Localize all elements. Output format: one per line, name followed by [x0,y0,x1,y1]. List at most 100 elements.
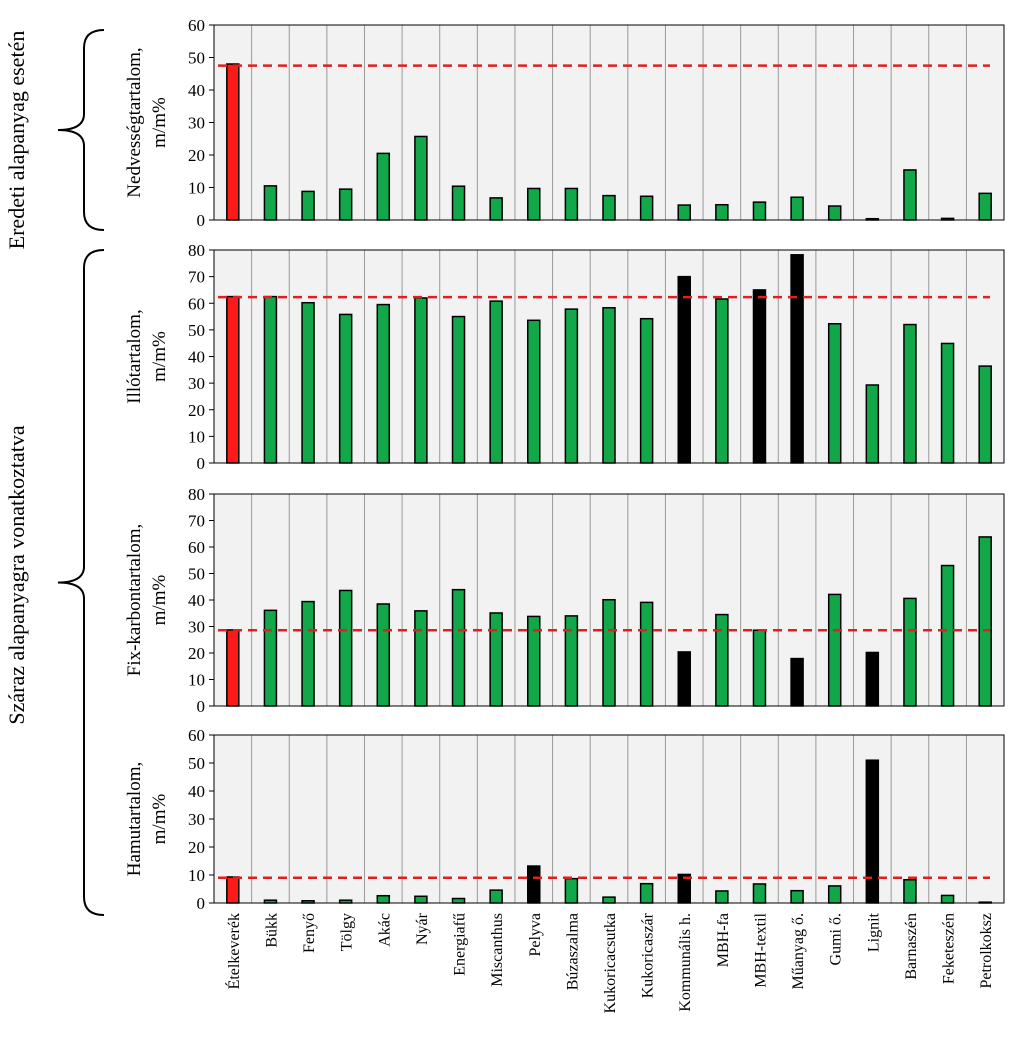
bar [940,894,955,904]
bar [752,201,767,221]
brace-bottom [57,249,105,916]
bar [790,254,804,464]
bar [489,300,503,464]
bar [865,384,880,464]
bar [226,295,240,464]
bar [978,365,992,464]
bar [564,877,579,904]
bar [903,597,917,707]
y-axis-title-unit: m/m% [149,574,170,625]
y-tick-label: 60 [188,538,205,557]
bar [338,899,353,904]
bar [865,759,880,904]
bar [376,894,391,904]
y-tick-label: 10 [188,427,205,446]
group-label-bottom: Száraz alapanyagra vonatkoztatva [4,425,29,725]
bar [226,876,240,904]
bar [903,323,917,464]
bar [865,217,880,221]
bar [940,217,955,221]
bar [752,289,767,464]
bar [978,536,992,707]
y-tick-label: 80 [188,485,205,504]
category-label: Bükk [263,913,280,948]
bar [715,298,729,464]
y-tick-label: 50 [188,754,205,773]
bar [414,895,428,904]
category-label: Feketeszén [941,913,958,984]
bar [639,195,654,221]
y-tick-label: 40 [188,81,205,100]
y-tick-label: 0 [197,211,206,230]
bar [489,612,503,707]
bar [827,593,842,707]
bar [414,135,428,221]
bar [790,196,804,221]
bar [451,185,466,221]
y-tick-label: 50 [188,49,205,68]
category-label: Miscanthus [489,913,506,987]
bar [677,651,691,707]
bar [752,629,767,707]
category-label: Ételkeverék [224,913,243,989]
bar [527,865,541,904]
y-axis-title-unit: m/m% [149,793,170,844]
bar [527,615,541,707]
y-tick-label: 10 [188,866,205,885]
bar [338,589,353,707]
bar [414,297,428,464]
y-tick-label: 40 [188,348,205,367]
category-label: Akác [376,913,393,947]
bar [263,185,278,221]
bar [489,197,503,221]
category-label: Energiafű [452,913,469,976]
bar [790,657,804,707]
bar [827,205,842,221]
bar [376,603,391,707]
bar [715,890,729,904]
bar [338,313,353,464]
bar [677,204,691,221]
bar [226,629,240,707]
bar [527,187,541,221]
bar [677,873,691,904]
y-tick-label: 70 [188,512,205,531]
bar [301,301,315,464]
y-tick-label: 20 [188,401,205,420]
category-label: Pelyva [527,913,544,957]
category-label: Búzaszalma [564,913,581,990]
bar [451,897,466,904]
category-label: MBH-fa [715,913,732,967]
category-label: Kukoricaszár [640,912,657,998]
y-tick-label: 60 [188,16,205,35]
bar [940,564,955,707]
category-label: Fenyő [301,913,318,953]
bar [903,169,917,221]
y-tick-label: 60 [188,294,205,313]
bar [527,319,541,464]
bar [376,303,391,464]
bar [978,901,992,904]
bar [790,889,804,904]
bar [715,203,729,221]
group-label-top: Eredeti alapanyag esetén [4,31,29,250]
y-tick-label: 50 [188,565,205,584]
bar [639,882,654,904]
bar [602,307,616,464]
bar [715,613,729,707]
y-axis-title: Nedvességtartalom, [124,47,145,197]
y-tick-label: 60 [188,726,205,745]
bar [338,188,353,221]
y-tick-label: 0 [197,454,206,473]
category-label: Kommunális h. [677,913,694,1012]
bar [451,315,466,464]
bar [602,896,616,904]
y-tick-label: 70 [188,268,205,287]
y-tick-label: 80 [188,241,205,260]
brace-top [57,29,105,231]
bar [564,615,579,707]
y-axis-title: Fix-karbontartalom, [124,524,145,677]
bar [489,889,503,904]
bar [301,190,315,221]
category-label: Lignit [865,912,882,952]
